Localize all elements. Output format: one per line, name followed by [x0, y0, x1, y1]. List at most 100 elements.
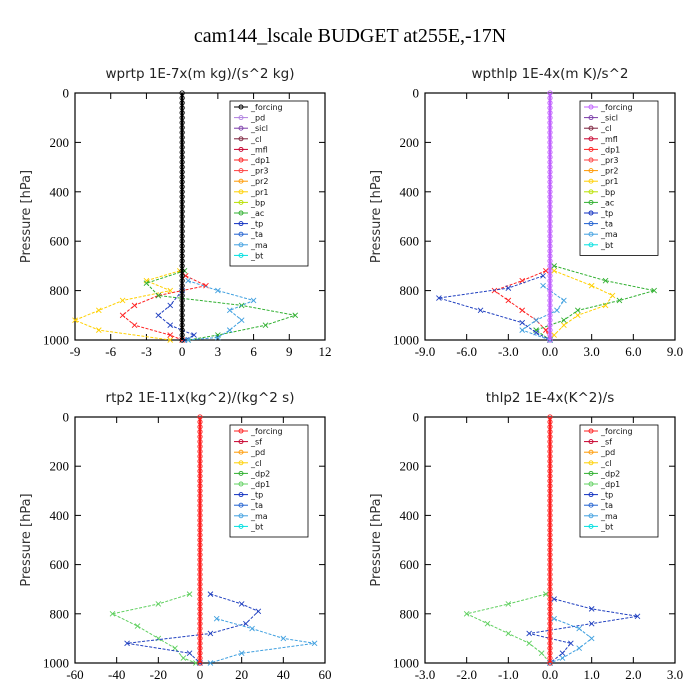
series-point — [609, 292, 616, 299]
zero-profile-marker — [547, 517, 553, 523]
legend-swatch-marker — [588, 231, 594, 237]
series-point — [538, 650, 545, 656]
zero-profile-marker — [197, 448, 203, 455]
series-line-bp — [549, 270, 614, 341]
zero-profile-marker — [547, 621, 553, 627]
series-point — [559, 650, 566, 656]
series-point — [131, 322, 138, 328]
zero-profile-marker — [547, 448, 553, 455]
legend-swatch-marker — [588, 168, 594, 174]
series-point — [576, 625, 582, 632]
series-line-tp — [127, 593, 260, 664]
y-tick-label: 400 — [400, 184, 420, 199]
zero-profile-marker — [179, 263, 185, 269]
zero-profile-marker — [179, 307, 185, 313]
series-point — [477, 307, 484, 314]
y-tick-label: 0 — [63, 86, 70, 101]
y-tick-label: 1000 — [43, 333, 69, 348]
zero-profile-marker — [547, 218, 553, 225]
zero-profile-marker — [547, 144, 553, 150]
zero-profile-marker — [547, 129, 553, 136]
legend-entry: _sicl — [250, 124, 268, 133]
zero-profile-marker — [179, 115, 185, 121]
y-tick-label: 800 — [50, 606, 70, 621]
series-point — [238, 601, 245, 607]
zero-profile-marker — [547, 100, 553, 106]
x-tick-label: -3 — [141, 344, 152, 359]
x-tick-label: 0.0 — [542, 667, 558, 682]
series-point — [185, 277, 191, 284]
series-line-ma — [210, 618, 315, 664]
legend-swatch-marker — [238, 231, 244, 237]
series-point — [505, 285, 512, 291]
zero-profile-marker — [547, 302, 553, 309]
legend-entry: _bt — [600, 241, 613, 250]
zero-profile-marker — [197, 493, 203, 499]
series-line-ma — [549, 618, 593, 664]
series-point — [119, 297, 126, 304]
series-point — [568, 640, 574, 647]
legend-swatch-marker — [588, 502, 594, 508]
zero-profile-marker — [547, 273, 553, 279]
series-point — [634, 613, 641, 620]
zero-profile-marker — [547, 625, 553, 632]
zero-profile-marker — [547, 149, 553, 155]
legend-swatch-marker — [588, 115, 594, 121]
legend-entry: _pr1 — [600, 177, 618, 186]
series-point — [602, 277, 609, 284]
legend-swatch-marker — [588, 481, 594, 487]
zero-profile-marker — [197, 591, 203, 597]
panel-title: rtp2 1E-11x(kg^2)/(kg^2 s) — [106, 390, 295, 406]
zero-profile-marker — [547, 630, 553, 637]
zero-profile-marker — [197, 419, 203, 425]
legend-swatch-marker — [238, 242, 244, 248]
legend-swatch-marker — [238, 189, 244, 195]
zero-profile-marker — [547, 532, 553, 538]
zero-profile-marker — [197, 527, 203, 533]
legend-swatch-marker — [588, 492, 594, 498]
zero-profile-marker — [197, 483, 203, 489]
zero-profile-marker — [179, 233, 185, 239]
zero-profile-marker — [547, 443, 553, 450]
series-point — [207, 591, 214, 597]
legend-swatch-marker — [238, 481, 244, 487]
zero-profile-marker — [179, 253, 185, 259]
zero-profile-marker — [547, 424, 553, 430]
zero-profile-marker — [547, 434, 553, 440]
zero-profile-marker — [197, 443, 203, 450]
zero-profile-marker — [547, 483, 553, 489]
zero-profile-marker — [547, 223, 553, 229]
series-line-tp — [535, 265, 655, 341]
legend-swatch-marker — [588, 449, 594, 455]
legend-entry: _dp1 — [600, 480, 620, 489]
y-tick-label: 1000 — [393, 656, 419, 671]
zero-profile-marker — [179, 243, 185, 249]
legend-entry: _bt — [250, 251, 263, 260]
series-point — [554, 307, 560, 314]
legend-swatch-marker — [588, 428, 594, 434]
y-tick-label: 400 — [50, 508, 70, 523]
zero-profile-marker — [197, 438, 203, 445]
series-line-tp — [529, 598, 638, 664]
legend-entry: _pr3 — [600, 156, 618, 165]
legend-swatch-marker — [588, 221, 594, 227]
zero-profile-marker — [547, 458, 553, 464]
zero-profile-marker — [179, 248, 185, 254]
series-point — [95, 307, 102, 314]
zero-profile-marker — [179, 184, 185, 190]
series-point — [226, 327, 233, 333]
zero-profile-marker — [197, 635, 203, 642]
zero-profile-marker — [547, 571, 553, 578]
zero-profile-marker — [547, 502, 553, 509]
zero-profile-marker — [179, 100, 185, 106]
legend-swatch-marker — [588, 210, 594, 216]
legend-swatch-marker — [588, 523, 594, 529]
series-point — [249, 625, 255, 632]
legend-entry: _pr2 — [600, 167, 618, 176]
zero-profile-marker — [197, 660, 203, 666]
zero-profile-marker — [179, 204, 185, 210]
zero-profile-marker — [197, 507, 203, 514]
series-point — [616, 297, 623, 304]
legend-swatch-marker — [238, 157, 244, 163]
legend-entry: _dp1 — [250, 156, 270, 165]
